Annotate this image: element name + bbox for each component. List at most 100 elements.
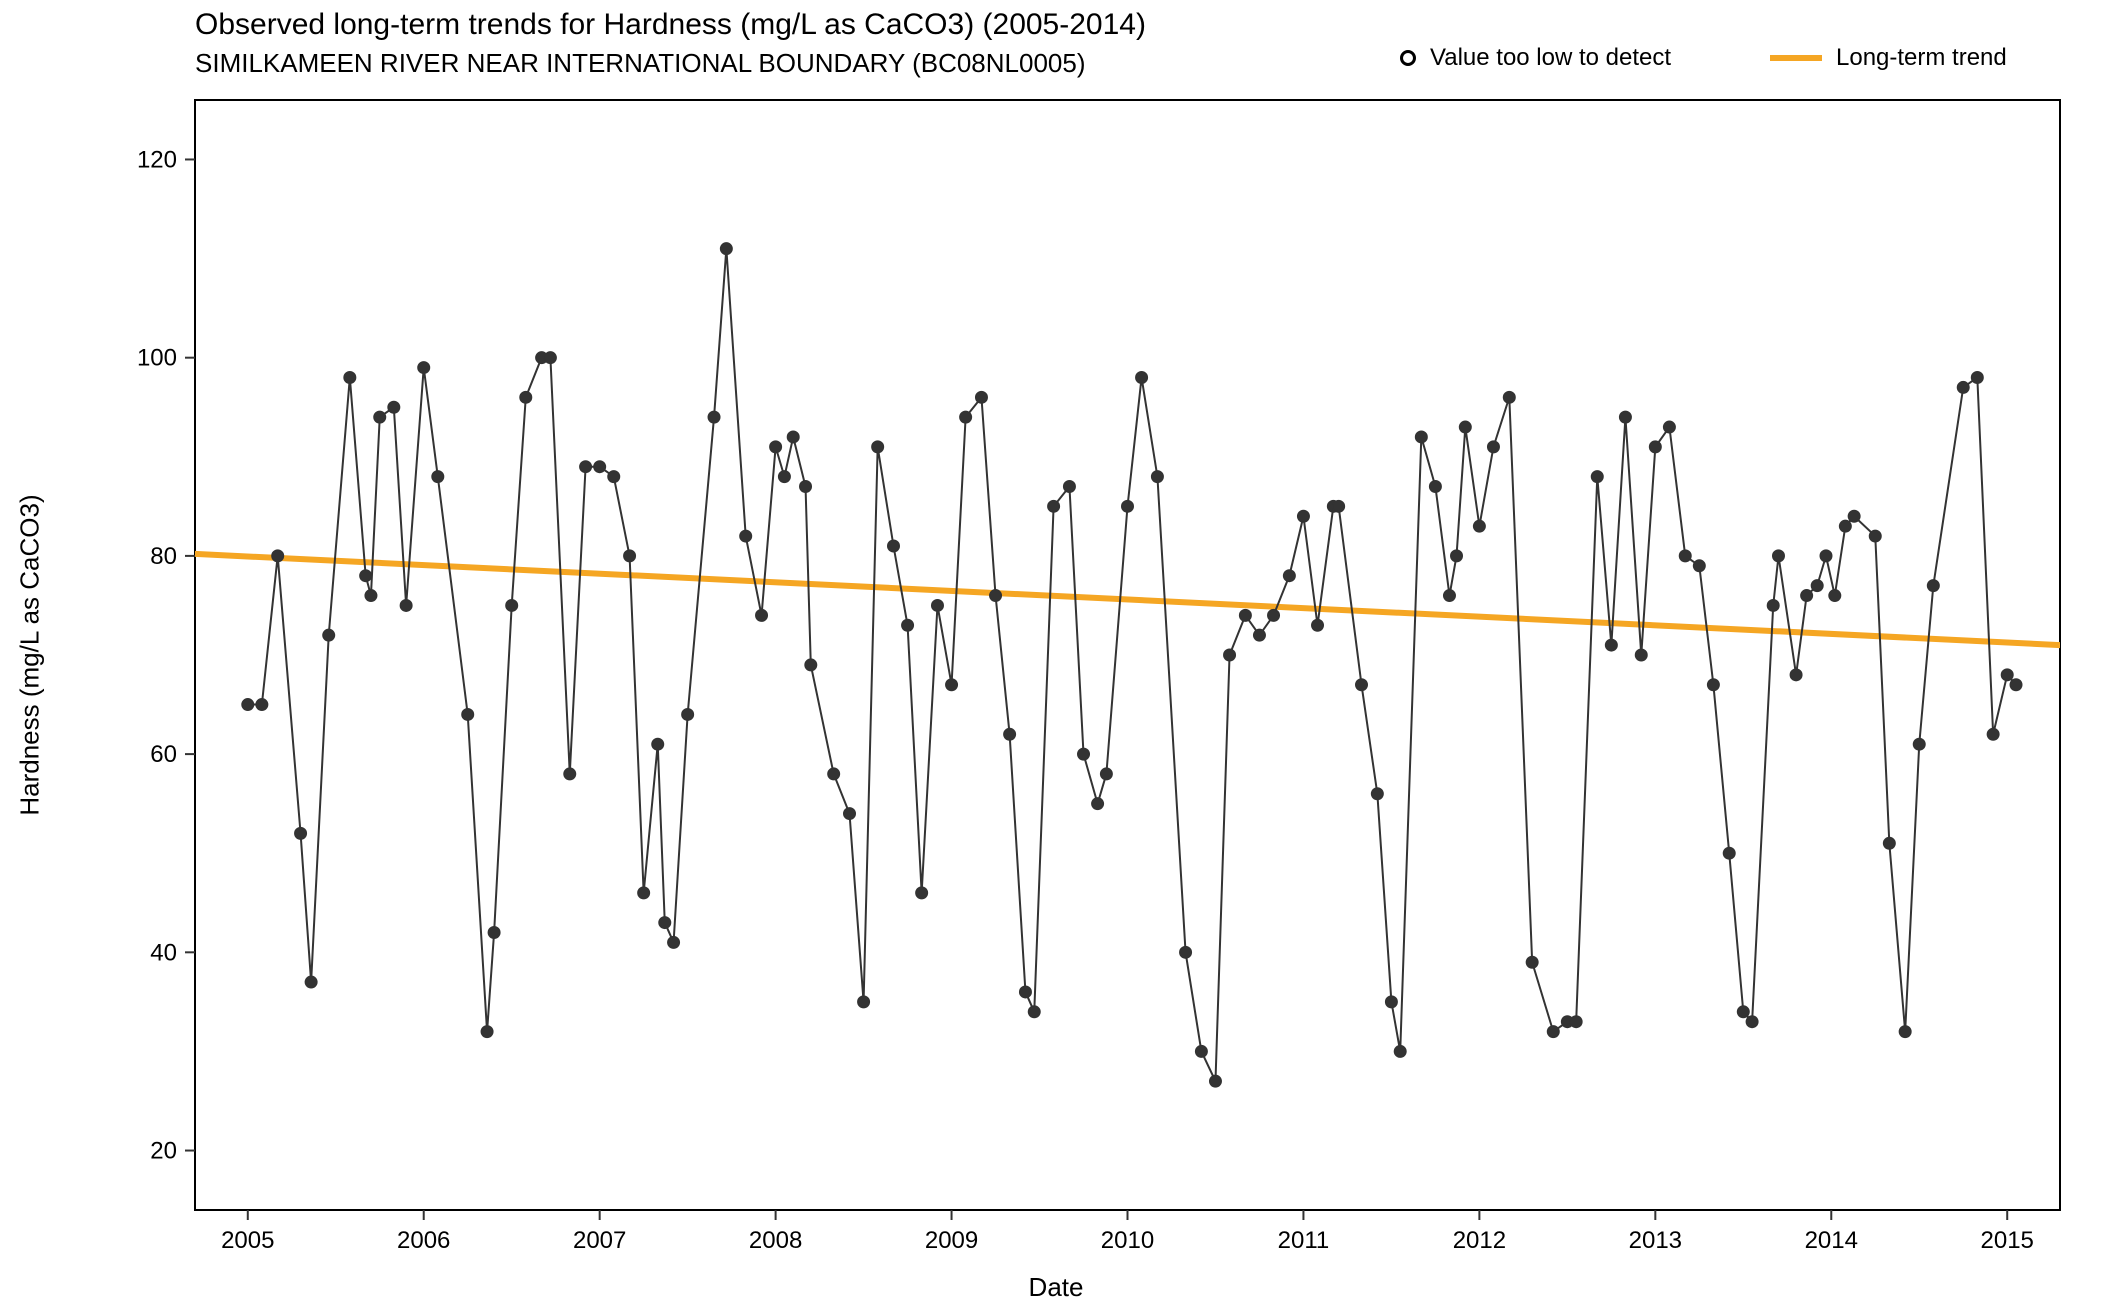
- data-point: [1649, 441, 1661, 453]
- data-point: [1385, 996, 1397, 1008]
- data-point: [1811, 580, 1823, 592]
- data-point: [1459, 421, 1471, 433]
- data-point: [652, 738, 664, 750]
- data-point: [805, 659, 817, 671]
- data-point: [1122, 500, 1134, 512]
- data-point: [990, 590, 1002, 602]
- data-point: [1848, 510, 1860, 522]
- data-point: [295, 827, 307, 839]
- data-point: [323, 629, 335, 641]
- data-point: [1048, 500, 1060, 512]
- y-tick-label: 100: [137, 345, 177, 372]
- data-point: [1443, 590, 1455, 602]
- data-point: [1333, 500, 1345, 512]
- data-point: [1679, 550, 1691, 562]
- data-point: [1839, 520, 1851, 532]
- data-point: [1663, 421, 1675, 433]
- data-point: [1987, 728, 1999, 740]
- data-point: [488, 927, 500, 939]
- data-point: [400, 599, 412, 611]
- data-point: [256, 699, 268, 711]
- data-point: [975, 391, 987, 403]
- data-point: [1487, 441, 1499, 453]
- data-point: [1028, 1006, 1040, 1018]
- data-point: [1883, 837, 1895, 849]
- x-tick-label: 2009: [925, 1227, 978, 1254]
- data-point: [1356, 679, 1368, 691]
- data-point: [1371, 788, 1383, 800]
- data-point: [1869, 530, 1881, 542]
- data-point: [1767, 599, 1779, 611]
- data-point: [659, 917, 671, 929]
- data-point: [858, 996, 870, 1008]
- data-point: [1526, 956, 1538, 968]
- data-point: [1820, 550, 1832, 562]
- data-point: [608, 471, 620, 483]
- data-point: [770, 441, 782, 453]
- data-point: [1971, 372, 1983, 384]
- data-point: [800, 481, 812, 493]
- data-point: [2001, 669, 2013, 681]
- data-point: [931, 599, 943, 611]
- data-line: [248, 249, 2016, 1082]
- data-point: [2010, 679, 2022, 691]
- data-point: [1312, 619, 1324, 631]
- data-point: [594, 461, 606, 473]
- x-tick-label: 2007: [573, 1227, 626, 1254]
- data-point: [344, 372, 356, 384]
- x-tick-label: 2012: [1453, 1227, 1506, 1254]
- data-point: [638, 887, 650, 899]
- x-tick-label: 2006: [397, 1227, 450, 1254]
- y-tick-label: 80: [150, 543, 177, 570]
- data-point: [1570, 1016, 1582, 1028]
- data-point: [520, 391, 532, 403]
- data-point: [872, 441, 884, 453]
- data-point: [1619, 411, 1631, 423]
- data-point: [1801, 590, 1813, 602]
- data-point: [682, 708, 694, 720]
- data-point: [720, 243, 732, 255]
- data-point: [1547, 1026, 1559, 1038]
- data-point: [1746, 1016, 1758, 1028]
- data-point: [787, 431, 799, 443]
- data-point: [902, 619, 914, 631]
- x-tick-label: 2015: [1981, 1227, 2034, 1254]
- data-point: [1063, 481, 1075, 493]
- data-point: [1899, 1026, 1911, 1038]
- y-tick-label: 20: [150, 1138, 177, 1165]
- data-point: [624, 550, 636, 562]
- data-point: [916, 887, 928, 899]
- data-point: [1394, 1045, 1406, 1057]
- y-tick-label: 60: [150, 741, 177, 768]
- data-point: [1737, 1006, 1749, 1018]
- data-point: [1195, 1045, 1207, 1057]
- data-point: [1297, 510, 1309, 522]
- panel-border: [195, 100, 2060, 1210]
- data-point: [1693, 560, 1705, 572]
- data-point: [365, 590, 377, 602]
- y-tick-label: 40: [150, 939, 177, 966]
- data-point: [481, 1026, 493, 1038]
- data-point: [462, 708, 474, 720]
- data-point: [1635, 649, 1647, 661]
- data-point: [1268, 609, 1280, 621]
- data-point: [1503, 391, 1515, 403]
- data-point: [756, 609, 768, 621]
- data-point: [1283, 570, 1295, 582]
- data-point: [374, 411, 386, 423]
- data-point: [1829, 590, 1841, 602]
- data-point: [360, 570, 372, 582]
- data-point: [1772, 550, 1784, 562]
- data-point: [1209, 1075, 1221, 1087]
- data-point: [1100, 768, 1112, 780]
- x-tick-label: 2010: [1101, 1227, 1154, 1254]
- data-point: [1415, 431, 1427, 443]
- data-point: [1913, 738, 1925, 750]
- data-point: [580, 461, 592, 473]
- data-point: [1451, 550, 1463, 562]
- data-point: [708, 411, 720, 423]
- data-point: [778, 471, 790, 483]
- data-point: [544, 352, 556, 364]
- data-point: [1078, 748, 1090, 760]
- data-point: [1957, 381, 1969, 393]
